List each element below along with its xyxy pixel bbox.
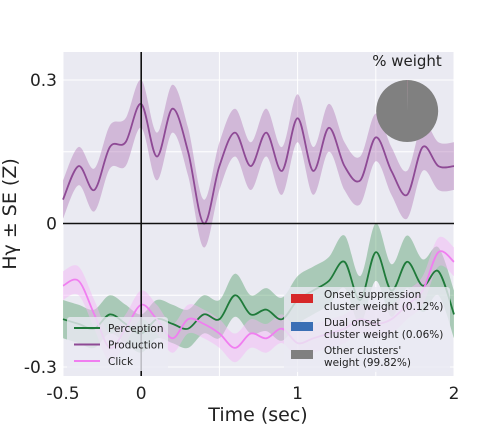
legend: Perception Production Click (67, 317, 168, 371)
pie-legend-label: Dual onset (324, 317, 381, 329)
y-axis-label: Hγ ± SE (Z) (0, 158, 21, 269)
pie-legend-label: cluster weight (0.12%) (324, 301, 443, 313)
pie-legend-swatch (291, 322, 313, 331)
x-tick-label: 2 (449, 384, 460, 404)
pie-chart: % weight (372, 52, 442, 142)
pie-slice (376, 80, 439, 142)
pie-legend-label: Other clusters' (324, 345, 401, 357)
x-axis-label: Time (sec) (207, 404, 307, 426)
y-tick-labels: 0.3 0 -0.3 (24, 71, 57, 378)
legend-label: Click (108, 356, 134, 368)
x-tick-label: -0.5 (46, 384, 79, 404)
production-line (62, 102, 455, 225)
pie-title: % weight (372, 52, 442, 70)
x-tick-label: 1 (292, 384, 303, 404)
y-tick-label: 0 (46, 215, 57, 235)
pie-legend-label: Onset suppression (324, 289, 421, 301)
legend-label: Production (108, 340, 164, 352)
pie-legend-label: weight (99.82%) (324, 357, 411, 369)
y-tick-label: 0.3 (30, 71, 57, 91)
legend-box (67, 317, 168, 371)
pie-legend-swatch (291, 294, 313, 303)
legend-label: Perception (108, 323, 164, 335)
pie-legend-swatch (291, 350, 313, 359)
x-tick-label: 0 (136, 384, 147, 404)
pie-legend-box (284, 287, 450, 372)
production-se-band (63, 79, 454, 248)
y-tick-label: -0.3 (24, 358, 57, 378)
pie-legend-label: cluster weight (0.06%) (324, 329, 443, 341)
x-tick-labels: -0.5 0 1 2 (46, 384, 459, 404)
